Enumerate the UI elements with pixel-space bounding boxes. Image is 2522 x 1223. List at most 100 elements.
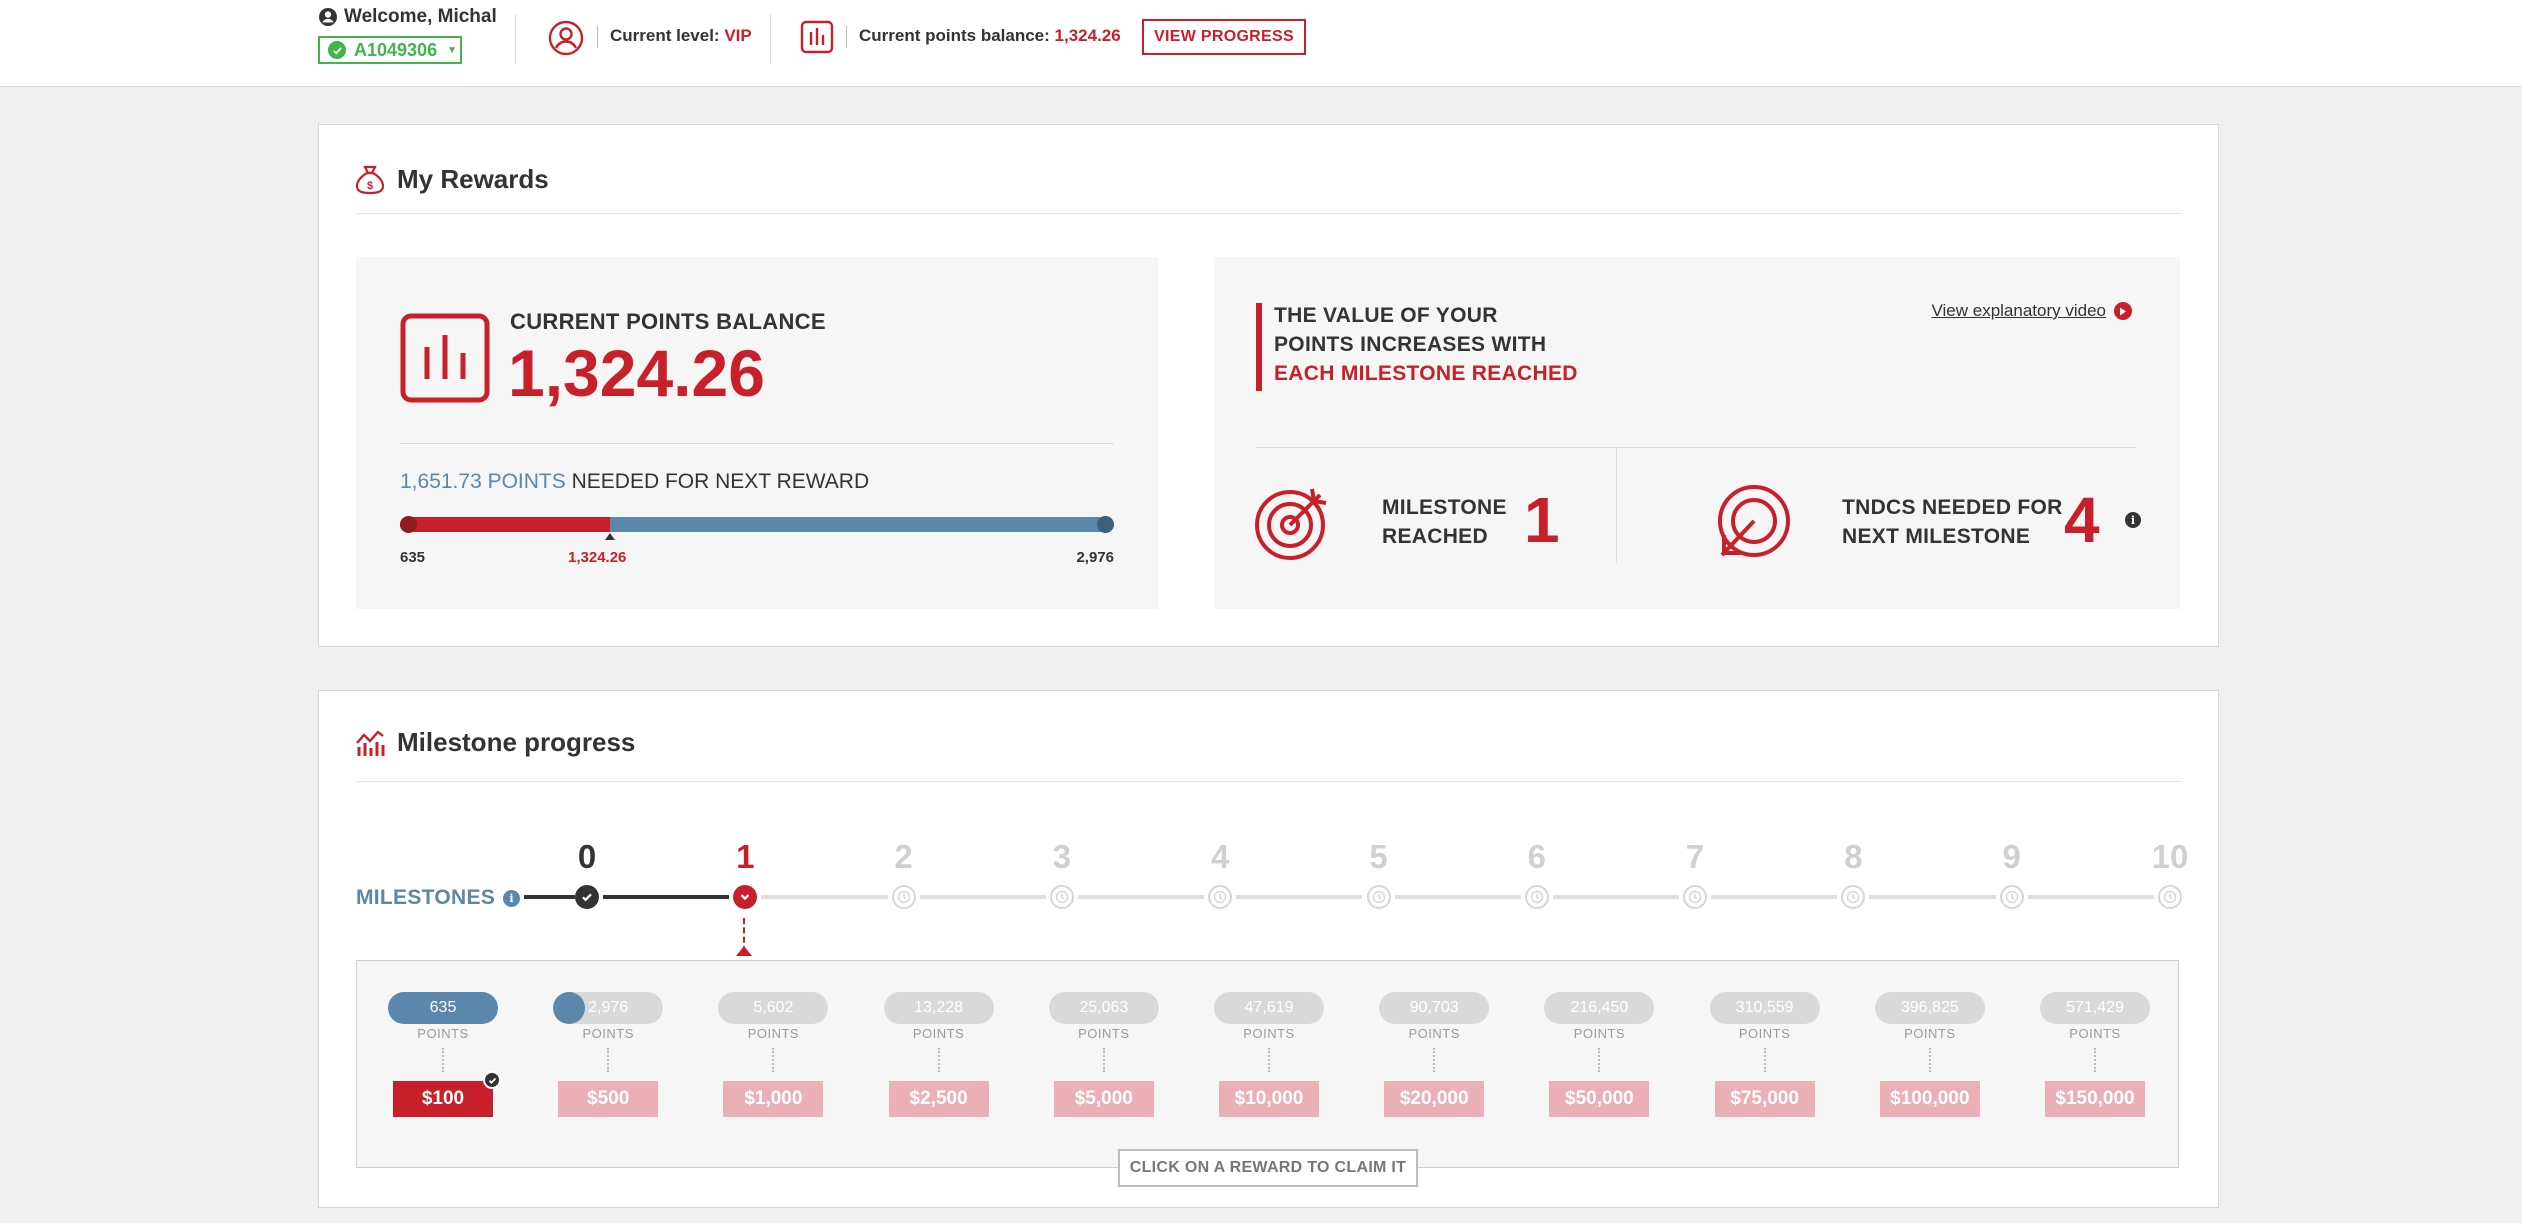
tier-points-label: POINTS [1904, 1026, 1956, 1041]
milestone-connector [1552, 895, 1680, 899]
milestone-number: 5 [1369, 838, 1388, 875]
tier-connector [442, 1048, 444, 1072]
top-header: Welcome, Michal A1049306 ▼ Current level… [0, 0, 2522, 87]
milestone-number: 8 [1844, 838, 1863, 875]
tier-points-pill: 47,619 [1214, 992, 1324, 1024]
milestone-info-card: THE VALUE OF YOUR POINTS INCREASES WITH … [1214, 257, 2180, 609]
reward-button[interactable]: $50,000 [1549, 1081, 1650, 1117]
divider [770, 14, 771, 64]
divider [515, 14, 516, 64]
reward-button[interactable]: $100 [393, 1081, 493, 1117]
tier-connector [1268, 1048, 1270, 1072]
milestone-value-statement: THE VALUE OF YOUR POINTS INCREASES WITH … [1274, 301, 1578, 388]
tier-points-label: POINTS [1738, 1026, 1791, 1041]
milestone-connector [1394, 895, 1521, 899]
milestone-connector [603, 895, 730, 899]
tier-points-pill: 25,063 [1048, 992, 1159, 1024]
reward-progress-bar [400, 516, 1114, 540]
value-line-1: THE VALUE OF YOUR [1274, 304, 1498, 327]
check-icon [575, 885, 599, 909]
tier-connector [1598, 1048, 1601, 1072]
milestone-number: 0 [577, 838, 597, 875]
reward-button[interactable]: $75,000 [1714, 1081, 1815, 1117]
bar-chart-icon [800, 20, 834, 54]
account-selector[interactable]: A1049306 ▼ [318, 36, 462, 64]
points-needed-label: NEEDED FOR NEXT REWARD [571, 470, 870, 493]
milestone-connector [761, 895, 888, 899]
tier-points-label: POINTS [1408, 1026, 1460, 1041]
reward-button[interactable]: $20,000 [1384, 1081, 1485, 1117]
tier-points-pill: 90,703 [1379, 992, 1490, 1024]
tier-points-label: POINTS [1078, 1026, 1130, 1041]
divider [355, 781, 2182, 782]
clock-icon [1049, 885, 1074, 909]
points-needed-text: 1,651.73 POINTS NEEDED FOR NEXT REWARD [400, 470, 869, 494]
tier-connector [607, 1048, 610, 1072]
claim-hint: CLICK ON A REWARD TO CLAIM IT [1118, 1149, 1418, 1187]
reward-button[interactable]: $5,000 [1053, 1081, 1154, 1117]
divider [1616, 447, 1617, 563]
tier-points-value: 90,703 [1409, 999, 1459, 1016]
view-progress-button[interactable]: VIEW PROGRESS [1142, 19, 1306, 55]
tier-points-pill: 635 [388, 992, 498, 1024]
info-icon[interactable]: i [2125, 512, 2141, 528]
my-rewards-panel: $ My Rewards CURRENT POINTS BALANCE 1,32… [318, 124, 2219, 647]
tier-points-pill: 571,429 [2040, 992, 2150, 1024]
reward-progress-fill [400, 517, 610, 532]
tier-connector [1433, 1048, 1436, 1072]
tier-connector [937, 1048, 940, 1072]
reward-button[interactable]: $10,000 [1219, 1081, 1319, 1117]
tier-points-value: 396,825 [1900, 999, 1959, 1016]
tier-progress-indicator [553, 992, 586, 1024]
tier-connector [1763, 1048, 1766, 1072]
milestone-number: 10 [2151, 838, 2189, 875]
current-position-marker [605, 533, 615, 540]
tndcs-label-line-1: TNDCS NEEDED FOR [1842, 496, 2063, 519]
welcome-text: Welcome, Michal [344, 6, 497, 27]
svg-text:$: $ [367, 180, 373, 192]
milestone-connector [1236, 895, 1363, 899]
divider [355, 213, 2182, 214]
reward-button[interactable]: $500 [558, 1081, 659, 1117]
explanatory-video-link[interactable]: View explanatory video [1931, 301, 2132, 321]
tndcs-needed-label: TNDCS NEEDED FOR NEXT MILESTONE [1842, 493, 2063, 551]
reward-button[interactable]: $2,500 [888, 1081, 989, 1117]
points-needed-value: 1,651.73 POINTS [400, 470, 566, 493]
tier-connector [1102, 1048, 1105, 1072]
milestone-progress-title: Milestone progress [355, 727, 635, 758]
clock-icon [1366, 885, 1391, 909]
tier-points-value: 635 [429, 999, 457, 1016]
current-balance: Current points balance: 1,324.26 [859, 26, 1121, 46]
reward-button[interactable]: $100,000 [1879, 1081, 1980, 1117]
reward-button[interactable]: $1,000 [723, 1081, 824, 1117]
tier-points-value: 13,228 [914, 999, 964, 1016]
user-level-icon [548, 20, 584, 56]
milestone-number: 2 [894, 838, 913, 875]
tier-points-label: POINTS [417, 1026, 469, 1041]
milestone-connector [1711, 895, 1838, 899]
tier-points-pill: 5,602 [718, 992, 829, 1024]
account-id: A1049306 [354, 39, 438, 60]
progress-end-dot [1097, 516, 1114, 533]
current-milestone-arrow [736, 946, 752, 956]
my-rewards-title-text: My Rewards [397, 163, 549, 194]
milestone-number: 9 [2002, 838, 2021, 875]
milestone-progress-title-text: Milestone progress [397, 727, 636, 757]
clock-icon [1999, 885, 2024, 909]
divider [400, 443, 1114, 444]
milestone-connector [2027, 895, 2154, 899]
level-label: Current level: [610, 26, 720, 45]
info-icon[interactable]: i [503, 889, 521, 907]
progress-min-label: 635 [400, 549, 426, 566]
reward-button[interactable]: $150,000 [2045, 1081, 2145, 1117]
value-line-2: POINTS INCREASES WITH [1274, 333, 1547, 356]
divider [597, 26, 598, 48]
tier-points-label: POINTS [747, 1026, 800, 1041]
balance-label: Current points balance: [859, 26, 1050, 45]
milestone-connector [524, 895, 575, 899]
tier-points-value: 571,429 [2066, 999, 2124, 1016]
chevron-down-icon: ▼ [447, 44, 457, 56]
milestone-connector [919, 895, 1046, 899]
tier-points-value: 5,602 [753, 999, 794, 1016]
clock-icon [1208, 885, 1233, 909]
